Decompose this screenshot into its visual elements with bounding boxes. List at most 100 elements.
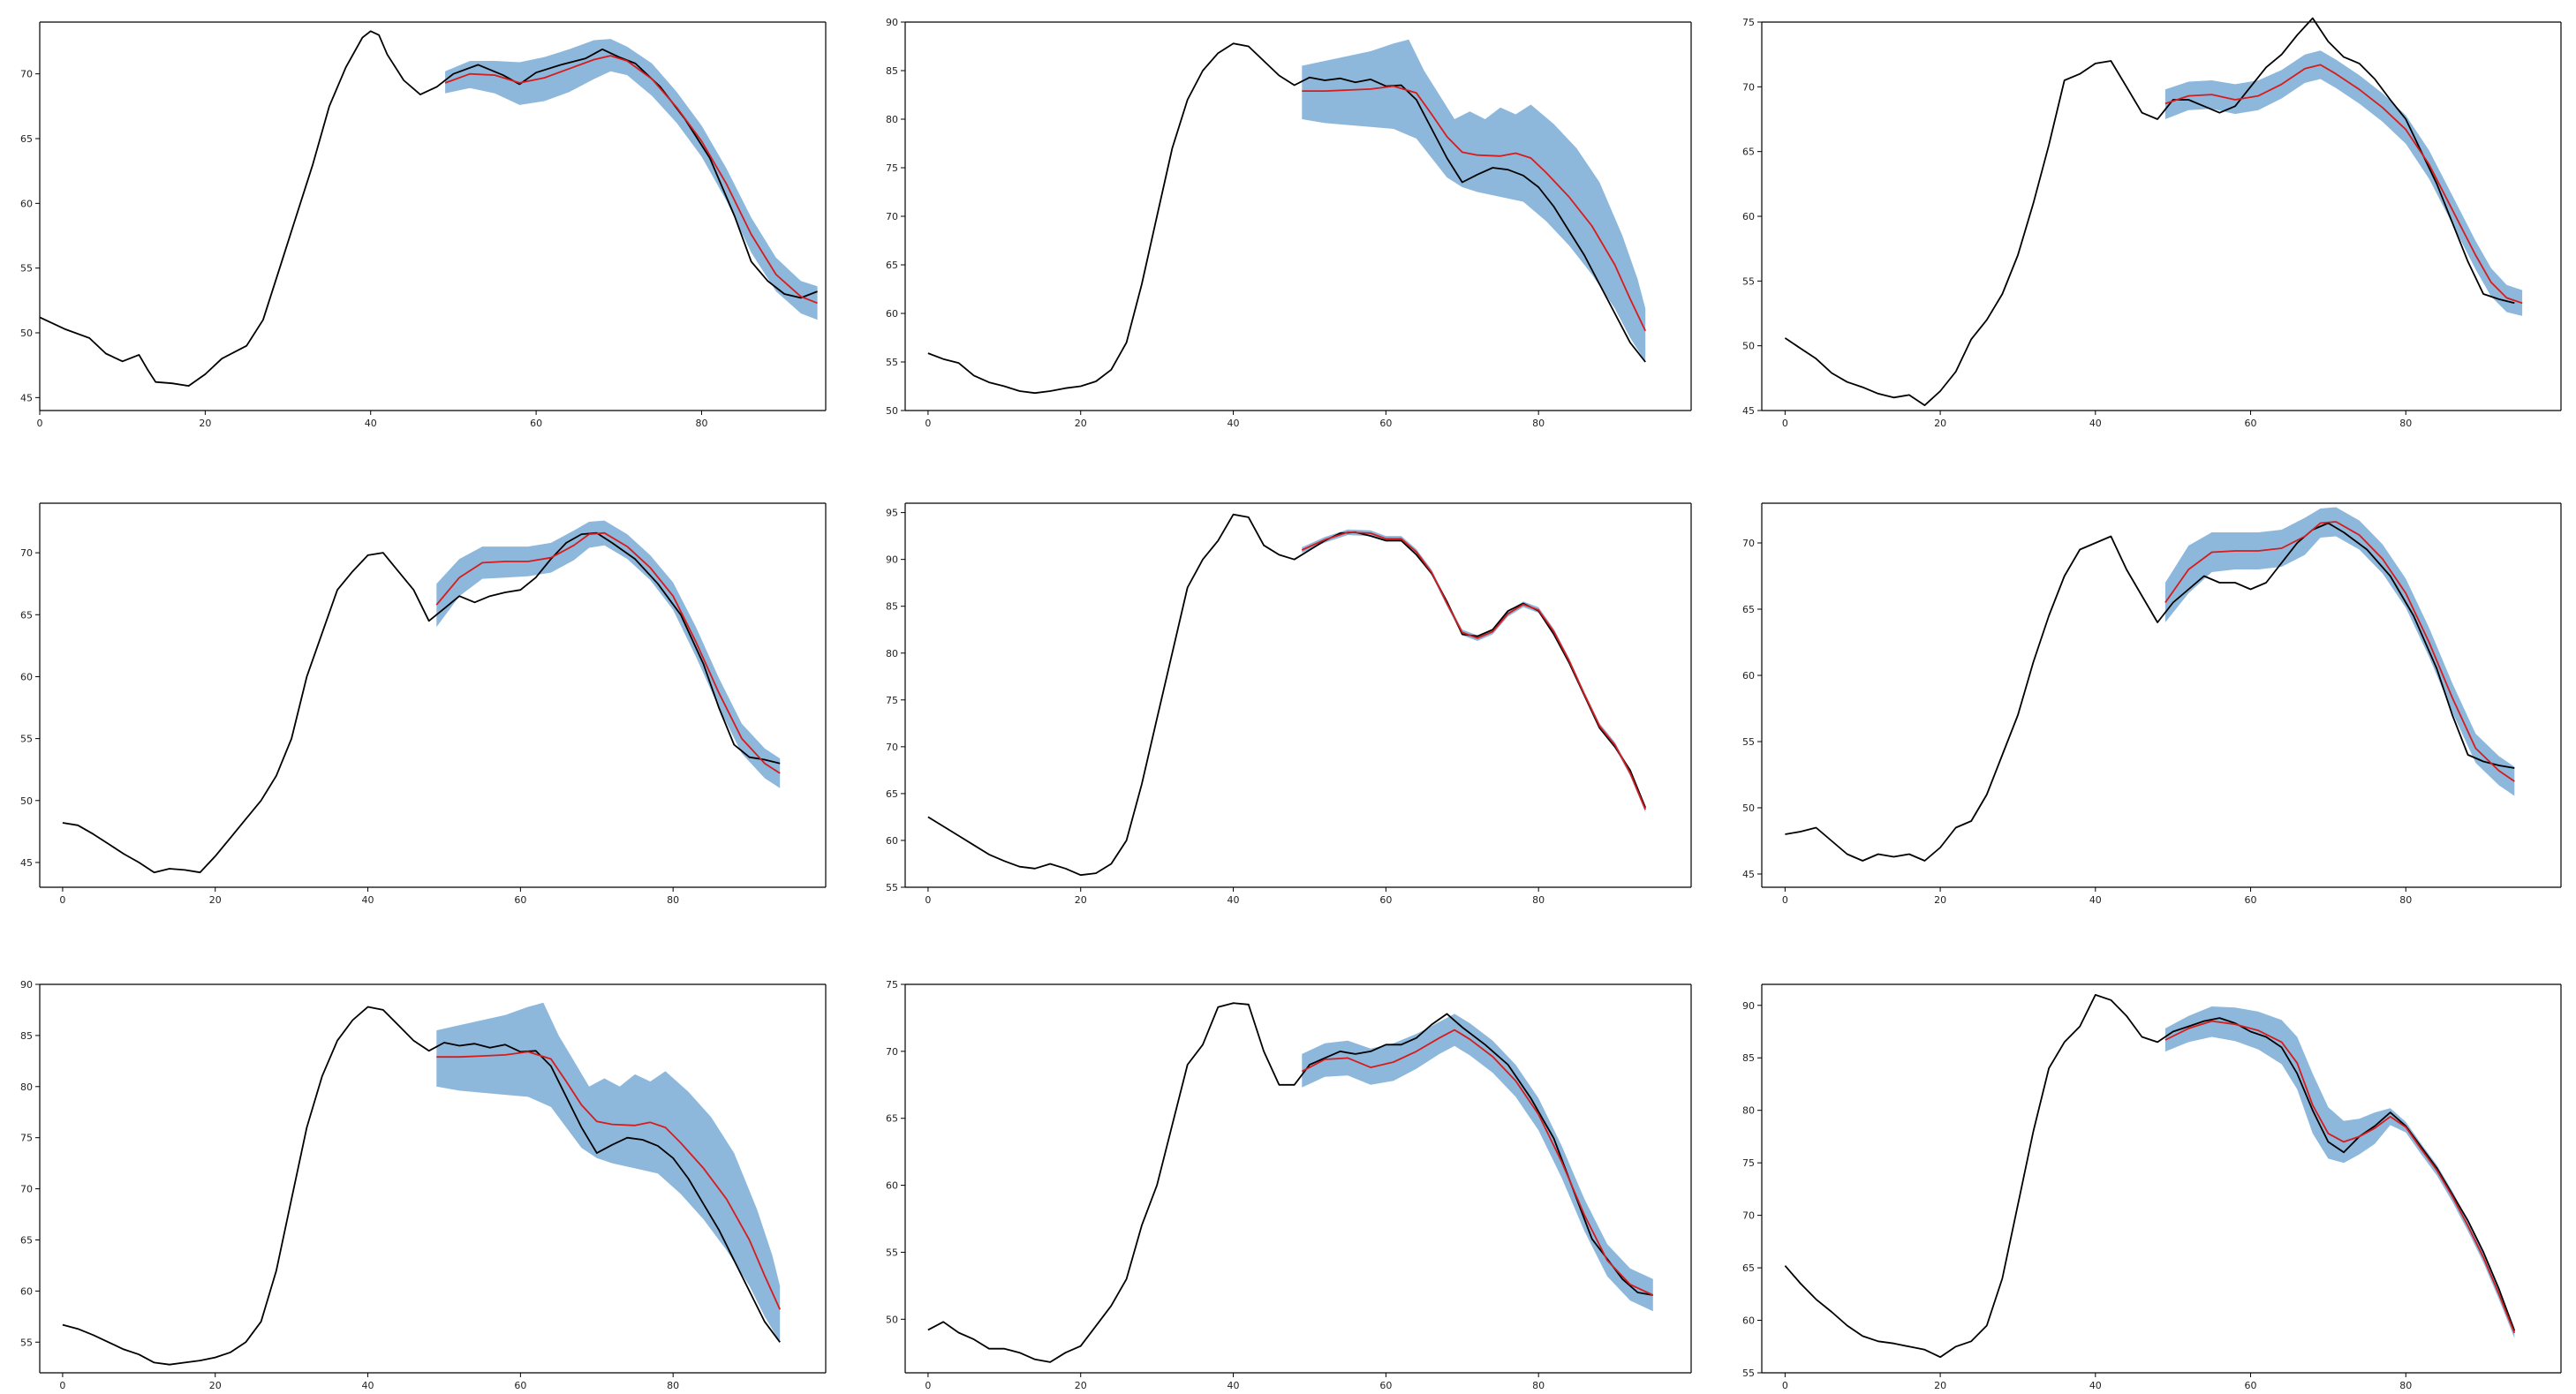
forecast-plot-9: 0 20 40 60 80 55 60 65 70 75 80 85 90 [1742,983,2562,1391]
x-tick-label: 40 [2089,894,2102,906]
y-tick-label: 60 [20,671,33,682]
y-tick-label: 55 [886,357,898,368]
y-tick-label: 90 [1742,1000,1755,1012]
y-tick-label: 75 [1742,17,1755,28]
x-tick-label: 80 [667,894,679,906]
y-tick-label: 60 [886,1180,898,1192]
y-tick-label: 55 [20,734,33,745]
y-tick-label: 85 [886,601,898,613]
x-tick-label: 80 [1532,418,1545,429]
y-tick-label: 60 [1742,670,1755,682]
confidence-band [436,1002,781,1343]
actual-series-line [39,30,818,388]
y-tick-label: 50 [1742,802,1755,814]
y-tick-label: 70 [1742,81,1755,93]
actual-series-line [1784,993,2516,1359]
x-tick-label: 0 [59,1380,65,1391]
y-tick-label: 60 [886,308,898,320]
y-tick-label: 65 [1742,604,1755,615]
y-tick-label: 70 [886,211,898,222]
confidence-band [1302,529,1646,813]
y-tick-label: 90 [886,554,898,566]
y-tick-label: 80 [886,648,898,659]
plot-svg: 0 20 40 60 80 55 60 65 70 75 80 85 90 [1742,983,2562,1391]
x-tick-label: 0 [1782,1380,1788,1391]
plot-svg: 0 20 40 60 80 45 50 55 60 65 70 [20,502,827,906]
y-tick-label: 85 [886,65,898,77]
x-tick-label: 60 [1379,418,1392,429]
y-tick-label: 55 [1742,736,1755,748]
y-tick-label: 85 [1742,1052,1755,1064]
y-tick-label: 65 [1742,147,1755,158]
y-tick-label: 45 [20,857,33,869]
y-tick-label: 90 [886,17,898,28]
y-tick-label: 60 [20,1285,33,1297]
x-tick-label: 20 [199,418,211,429]
y-tick-label: 70 [20,547,33,559]
y-tick-label: 70 [886,742,898,753]
plot-svg: 0 20 40 60 80 45 50 55 60 65 70 [1742,502,2562,906]
x-tick-label: 80 [667,1380,679,1391]
forecast-series-line [1301,531,1647,810]
x-tick-label: 60 [2245,1380,2257,1391]
y-tick-label: 50 [886,1314,898,1325]
x-tick-label: 20 [1934,1380,1946,1391]
x-tick-label: 60 [530,418,542,429]
x-tick-label: 20 [1934,418,1946,429]
x-tick-label: 0 [59,894,65,906]
forecast-plot-6: 0 20 40 60 80 45 50 55 60 65 70 [1742,502,2562,906]
forecast-series-line [436,1051,782,1310]
y-tick-label: 75 [1742,1157,1755,1169]
x-tick-label: 0 [1782,894,1788,906]
y-tick-label: 45 [20,392,33,403]
y-tick-label: 50 [20,328,33,339]
y-tick-label: 65 [20,609,33,621]
actual-series-line [927,42,1646,395]
x-tick-label: 20 [209,1380,222,1391]
x-tick-label: 40 [1228,418,1240,429]
y-tick-label: 55 [1742,1368,1755,1379]
forecast-series-line [444,55,818,305]
y-tick-label: 80 [1742,1105,1755,1117]
forecast-series-line [2164,64,2523,305]
forecast-plot-7: 0 20 40 60 80 55 60 65 70 75 80 85 90 [20,979,827,1391]
x-tick-label: 60 [2245,894,2257,906]
actual-series-line [62,1006,781,1366]
confidence-band [2164,507,2515,796]
y-tick-label: 70 [20,1184,33,1195]
forecast-plot-4: 0 20 40 60 80 45 50 55 60 65 70 [20,502,827,906]
y-tick-label: 60 [886,835,898,847]
x-tick-label: 0 [1782,418,1788,429]
forecast-plot-1: 0 20 40 60 80 45 50 55 60 65 70 [20,21,827,429]
y-tick-label: 75 [886,979,898,991]
y-tick-label: 50 [1742,341,1755,352]
y-tick-label: 90 [20,979,33,991]
x-tick-label: 60 [2245,418,2257,429]
x-tick-label: 0 [925,1380,931,1391]
x-tick-label: 60 [1379,1380,1392,1391]
x-tick-label: 20 [1934,894,1946,906]
y-tick-label: 70 [20,69,33,80]
x-tick-label: 60 [514,894,526,906]
plot-svg: 0 20 40 60 80 50 55 60 65 70 75 80 85 90 [886,17,1692,429]
plot-svg: 0 20 40 60 80 55 60 65 70 75 80 85 90 95 [886,502,1692,906]
actual-series-line [62,531,781,874]
x-tick-label: 20 [1075,1380,1087,1391]
plot-svg: 0 20 40 60 80 45 50 55 60 65 70 [20,21,827,429]
x-tick-label: 40 [2089,418,2102,429]
x-tick-label: 0 [925,418,931,429]
y-tick-label: 65 [20,1234,33,1246]
x-tick-label: 40 [362,1380,374,1391]
x-tick-label: 80 [695,418,707,429]
x-tick-label: 80 [1532,894,1545,906]
x-tick-label: 60 [1379,894,1392,906]
forecast-plot-8: 0 20 40 60 80 50 55 60 65 70 75 [886,979,1692,1391]
x-tick-label: 40 [365,418,377,429]
x-tick-label: 60 [514,1380,526,1391]
y-tick-label: 95 [886,508,898,519]
forecast-series-line [1302,85,1647,332]
confidence-band [445,39,818,320]
forecast-plot-5: 0 20 40 60 80 55 60 65 70 75 80 85 90 95 [886,502,1692,906]
y-tick-label: 50 [20,795,33,807]
x-tick-label: 80 [1532,1380,1545,1391]
